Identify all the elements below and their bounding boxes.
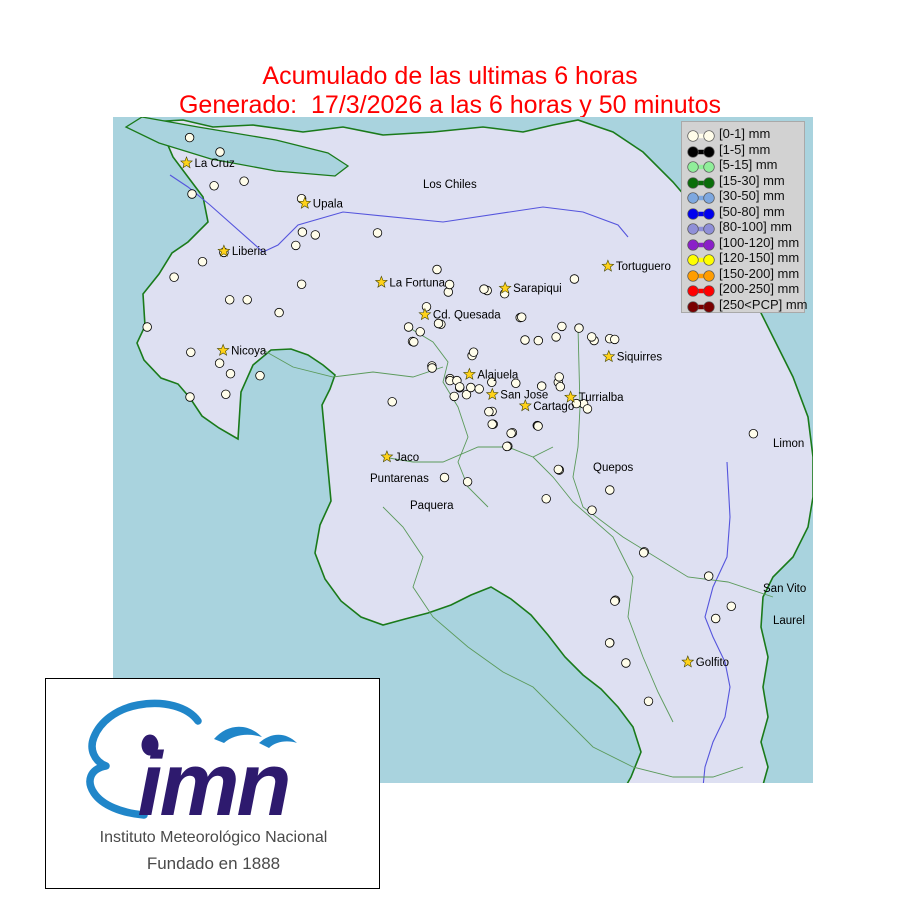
- svg-text:San Jose: San Jose: [500, 390, 548, 402]
- svg-text:Quepos: Quepos: [593, 462, 634, 474]
- svg-text:Tortuguero: Tortuguero: [616, 261, 671, 273]
- svg-text:Cartago: Cartago: [533, 401, 574, 413]
- svg-text:Turrialba: Turrialba: [579, 392, 625, 404]
- svg-text:Limon: Limon: [773, 438, 804, 450]
- svg-text:Nicoya: Nicoya: [231, 345, 267, 357]
- svg-text:Paquera: Paquera: [410, 500, 454, 512]
- svg-text:Upala: Upala: [313, 198, 344, 210]
- svg-text:La Fortuna: La Fortuna: [389, 277, 445, 289]
- svg-text:imn: imn: [137, 735, 288, 827]
- svg-text:Laurel: Laurel: [773, 615, 805, 627]
- svg-text:San Vito: San Vito: [763, 583, 806, 595]
- svg-text:Siquirres: Siquirres: [617, 352, 663, 364]
- svg-text:La Cruz: La Cruz: [195, 158, 236, 170]
- svg-text:Golfito: Golfito: [696, 657, 729, 669]
- svg-text:Cd. Quesada: Cd. Quesada: [433, 310, 501, 322]
- svg-text:Jaco: Jaco: [395, 452, 419, 464]
- svg-text:Los Chiles: Los Chiles: [423, 179, 477, 191]
- svg-text:Alajuela: Alajuela: [477, 369, 519, 381]
- svg-text:Puntarenas: Puntarenas: [370, 473, 429, 485]
- svg-text:Sarapiqui: Sarapiqui: [513, 283, 562, 295]
- svg-text:Liberia: Liberia: [232, 246, 267, 258]
